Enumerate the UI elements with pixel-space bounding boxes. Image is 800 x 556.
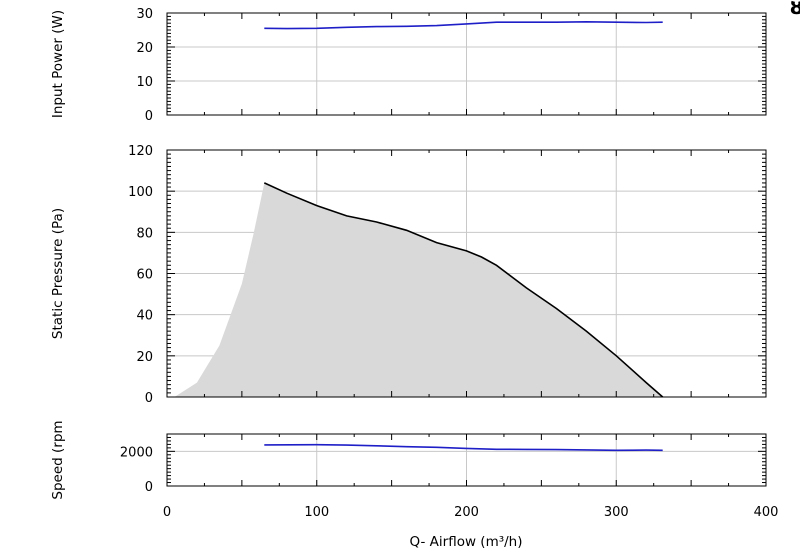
- corner-glyph: ȣ: [790, 0, 800, 19]
- speed-series-line: [264, 443, 663, 452]
- x-tick-label: 100: [304, 505, 329, 520]
- x-tick-label: 300: [604, 505, 629, 520]
- pressure-ytick-label: 40: [136, 309, 153, 324]
- speed-panel: 0 2000 Speed (rpm 0 100 200 300 400: [50, 420, 778, 520]
- power-ytick-label: 20: [136, 41, 153, 56]
- power-ytick-label: 0: [145, 109, 153, 124]
- power-ytick-label: 30: [136, 7, 153, 22]
- speed-ytick-label: 2000: [120, 445, 153, 460]
- power-y-axis-title: Input Power (W): [50, 10, 66, 118]
- x-tick-label: 0: [163, 505, 171, 520]
- pressure-ytick-label: 100: [128, 185, 153, 200]
- x-tick-label: 400: [754, 505, 779, 520]
- pressure-panel: 0 20 40 60 80 100 120 Static Pressure (Pa): [50, 144, 767, 406]
- pressure-ytick-label: 20: [136, 350, 153, 365]
- speed-ytick-label: 0: [145, 480, 153, 495]
- pressure-series-line: [263, 182, 664, 398]
- x-tick-label: 200: [454, 505, 479, 520]
- pressure-ytick-label: 0: [145, 391, 153, 406]
- pressure-ytick-label: 120: [128, 144, 153, 159]
- power-panel: 0 10 20 30 Input Power (W): [50, 7, 767, 124]
- pressure-y-axis-title: Static Pressure (Pa): [50, 208, 66, 339]
- pressure-area: [174, 182, 663, 397]
- power-ytick-label: 10: [136, 75, 153, 90]
- pressure-ytick-label: 80: [136, 226, 153, 241]
- x-axis-title: Q- Airflow (m³/h): [410, 534, 523, 550]
- power-series-line: [264, 20, 663, 30]
- pressure-ytick-label: 60: [136, 268, 153, 283]
- speed-y-axis-title: Speed (rpm: [50, 420, 66, 499]
